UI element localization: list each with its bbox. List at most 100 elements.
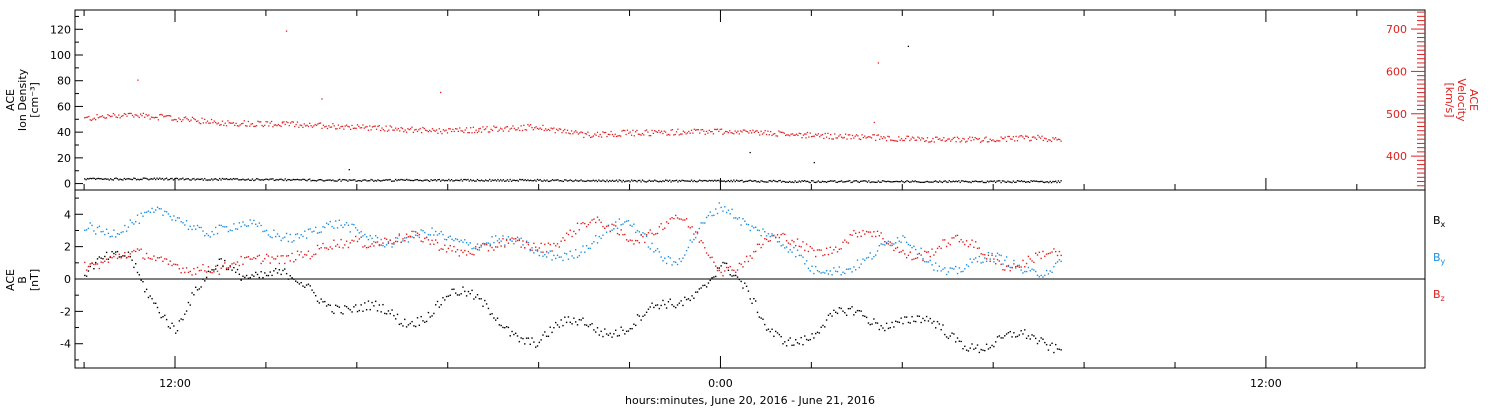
velocity-point bbox=[884, 137, 886, 139]
bx-point bbox=[811, 333, 813, 335]
bx-point bbox=[385, 313, 388, 315]
bz-point bbox=[202, 263, 204, 266]
by-point bbox=[596, 242, 599, 244]
bz-point bbox=[304, 253, 306, 256]
by-point bbox=[476, 243, 479, 245]
velocity-point bbox=[622, 129, 625, 132]
velocity-point bbox=[722, 133, 724, 135]
density-point bbox=[238, 179, 240, 181]
velocity-point bbox=[752, 129, 754, 131]
velocity-point bbox=[330, 126, 333, 128]
density-point bbox=[381, 180, 383, 182]
by-point bbox=[658, 251, 661, 253]
bx-point bbox=[493, 317, 495, 319]
by-point bbox=[553, 254, 555, 257]
bx-point bbox=[895, 320, 897, 322]
velocity-point bbox=[444, 130, 446, 132]
bx-point bbox=[393, 314, 395, 317]
velocity-point bbox=[602, 131, 604, 133]
bx-point bbox=[673, 305, 675, 308]
legend-bx-main: B bbox=[1433, 214, 1441, 227]
bz-point bbox=[302, 256, 304, 258]
density-point bbox=[963, 180, 965, 183]
velocity-point bbox=[232, 122, 235, 124]
bx-point bbox=[133, 266, 135, 269]
velocity-point bbox=[866, 136, 869, 138]
velocity-point bbox=[943, 136, 945, 139]
density-point bbox=[448, 178, 450, 181]
density-point bbox=[744, 180, 746, 183]
density-point bbox=[321, 179, 323, 181]
density-point bbox=[825, 181, 828, 184]
bz-point bbox=[431, 239, 433, 242]
velocity-point bbox=[108, 115, 110, 117]
density-point bbox=[501, 180, 503, 182]
velocity-point bbox=[862, 136, 865, 139]
by-point bbox=[651, 242, 653, 245]
by-point bbox=[505, 238, 508, 241]
velocity-point bbox=[255, 125, 258, 127]
by-point bbox=[822, 271, 824, 274]
bz-point bbox=[598, 219, 601, 221]
bz-point bbox=[218, 273, 221, 275]
velocity-point bbox=[838, 135, 840, 137]
bx-point bbox=[260, 271, 262, 273]
density-point bbox=[590, 180, 592, 182]
bx-point bbox=[816, 331, 819, 334]
bz-point bbox=[425, 236, 428, 239]
velocity-point bbox=[380, 129, 382, 132]
density-point bbox=[722, 180, 724, 182]
bx-point bbox=[98, 256, 101, 258]
by-point bbox=[220, 224, 222, 227]
density-point bbox=[217, 179, 220, 181]
density-point bbox=[645, 181, 648, 183]
bz-point bbox=[633, 243, 635, 245]
density-point bbox=[1014, 181, 1016, 184]
by-point bbox=[967, 265, 970, 267]
bx-point bbox=[349, 309, 351, 311]
by-point bbox=[707, 214, 710, 217]
by-point bbox=[224, 226, 226, 228]
density-point bbox=[201, 178, 203, 180]
bz-point bbox=[707, 254, 710, 256]
velocity-point bbox=[343, 128, 345, 130]
bx-point bbox=[396, 313, 399, 316]
velocity-point bbox=[1020, 135, 1023, 137]
density-point bbox=[936, 181, 938, 183]
density-point bbox=[862, 180, 865, 182]
by-point bbox=[847, 268, 850, 270]
bx-point bbox=[333, 312, 335, 315]
bz-point bbox=[324, 247, 326, 249]
density-point bbox=[583, 180, 585, 182]
density-point bbox=[896, 180, 899, 183]
bz-point bbox=[762, 243, 764, 246]
by-point bbox=[873, 255, 875, 258]
top-ytick-label-4: 80 bbox=[57, 75, 71, 88]
by-point bbox=[813, 272, 815, 275]
density-point bbox=[1042, 181, 1045, 183]
density-point bbox=[446, 179, 449, 182]
by-point bbox=[587, 247, 590, 250]
density-point bbox=[774, 180, 776, 182]
bx-point bbox=[518, 340, 521, 343]
velocity-point bbox=[510, 127, 513, 129]
bz-point bbox=[453, 245, 455, 248]
density-point bbox=[155, 178, 157, 181]
by-point bbox=[218, 224, 221, 227]
velocity-point bbox=[689, 132, 691, 134]
density-point bbox=[966, 180, 968, 183]
velocity-point bbox=[126, 115, 128, 117]
by-point bbox=[385, 244, 388, 246]
by-point bbox=[111, 235, 113, 238]
density-point bbox=[303, 178, 305, 181]
bz-point bbox=[1049, 252, 1051, 254]
density-point bbox=[332, 179, 334, 181]
by-point bbox=[662, 260, 664, 262]
bz-point bbox=[580, 222, 582, 225]
bz-point bbox=[518, 239, 521, 242]
velocity-point bbox=[1048, 139, 1050, 141]
density-point bbox=[374, 179, 376, 182]
by-point bbox=[913, 245, 915, 247]
velocity-point bbox=[629, 131, 631, 133]
bz-point bbox=[342, 247, 344, 249]
